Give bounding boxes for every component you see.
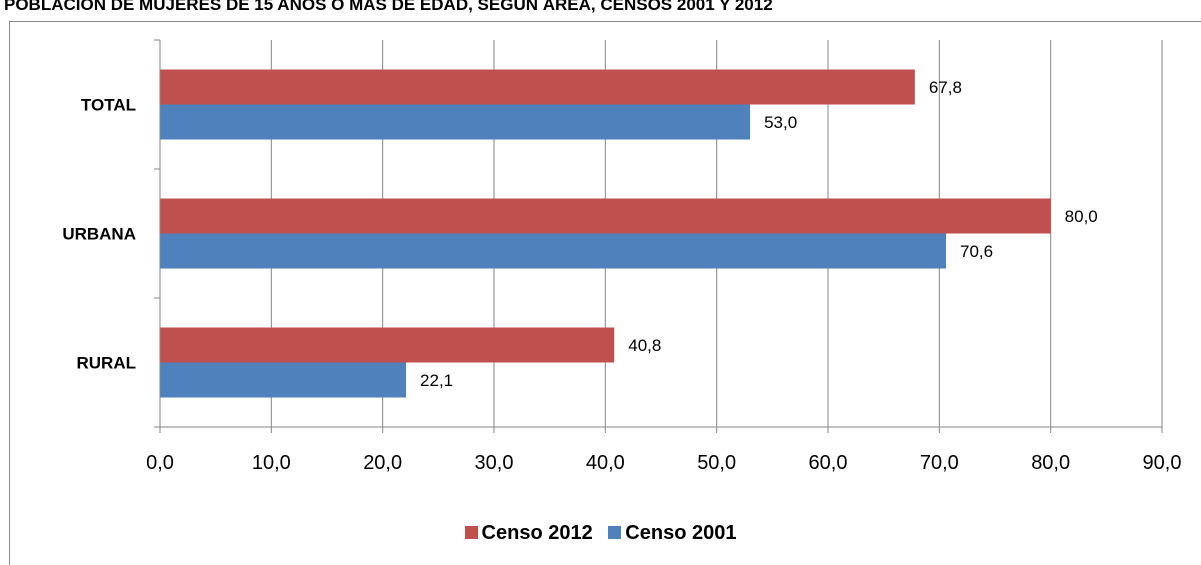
legend-item-censo-2012: Censo 2012 (464, 522, 593, 545)
axes (154, 39, 1163, 433)
x-tick-label-7: 70,0 (920, 452, 959, 474)
x-tick-label-3: 30,0 (475, 452, 514, 474)
x-tick-label-1: 10,0 (252, 452, 291, 474)
x-tick-label-6: 60,0 (809, 452, 848, 474)
data-label-censo-2001-rural: 22,1 (420, 371, 453, 390)
category-label-rural: RURAL (77, 354, 137, 373)
category-label-urbana: URBANA (62, 225, 136, 244)
bar-censo-2001-rural (160, 362, 407, 398)
bars (160, 69, 1051, 398)
data-label-censo-2012-rural: 40,8 (628, 336, 661, 355)
bar-censo-2012-total (160, 69, 915, 105)
legend-swatch-censo-2012 (464, 526, 478, 539)
bar-censo-2001-urbana (160, 233, 947, 269)
bar-censo-2012-rural (160, 327, 615, 363)
bar-censo-2012-urbana (160, 198, 1051, 234)
x-tick-label-2: 20,0 (363, 452, 402, 474)
data-label-censo-2001-urbana: 70,6 (960, 242, 993, 261)
data-label-censo-2012-urbana: 80,0 (1065, 207, 1098, 226)
labels: 0,0 10,0 20,0 30,0 40,0 50,0 60,0 70,0 80,0 90,0 T… (62, 78, 1181, 474)
category-label-total: TOTAL (81, 96, 136, 115)
legend: Censo 2012 Censo 2001 (0, 522, 1201, 545)
data-label-censo-2001-total: 53,0 (764, 113, 797, 132)
x-tick-label-0: 0,0 (146, 452, 174, 474)
legend-item-censo-2001: Censo 2001 (608, 522, 736, 545)
x-tick-label-9: 90,0 (1143, 452, 1182, 474)
bar-censo-2001-total (160, 104, 751, 140)
bar-chart: 0,0 10,0 20,0 30,0 40,0 50,0 60,0 70,0 80,0 90,0 T… (62, 39, 1181, 474)
x-tick-label-5: 50,0 (697, 452, 736, 474)
x-tick-label-8: 80,0 (1031, 452, 1070, 474)
legend-label-censo-2012: Censo 2012 (481, 522, 593, 544)
chart-frame (9, 21, 1201, 565)
legend-label-censo-2001: Censo 2001 (625, 522, 737, 544)
legend-swatch-censo-2001 (608, 526, 622, 539)
chart-title: POBLACIÓN DE MUJERES DE 15 AÑOS O MÁS DE… (4, 0, 773, 14)
data-label-censo-2012-total: 67,8 (929, 78, 962, 97)
x-tick-label-4: 40,0 (586, 452, 625, 474)
